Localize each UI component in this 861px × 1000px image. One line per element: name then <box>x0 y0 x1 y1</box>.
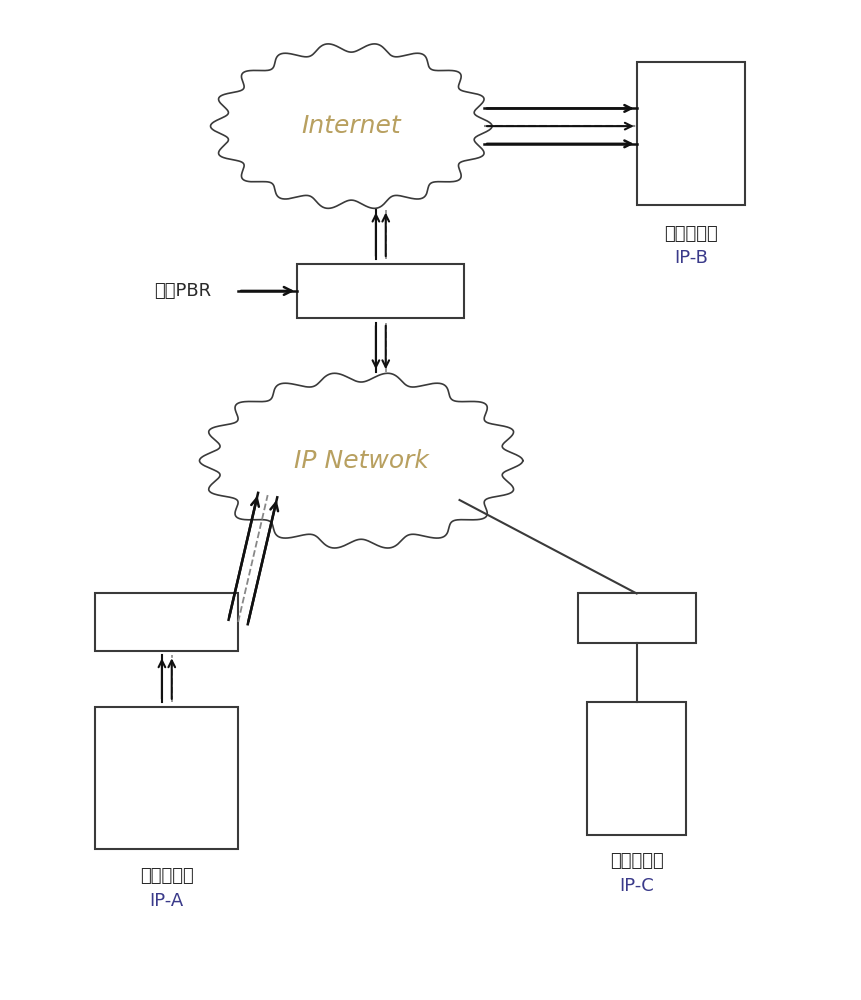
Bar <box>577 593 695 643</box>
Text: IP-A: IP-A <box>150 892 183 910</box>
Text: Internet: Internet <box>301 114 400 138</box>
Text: 公网服务器: 公网服务器 <box>663 225 717 243</box>
Text: 公网服务器: 公网服务器 <box>609 852 663 870</box>
Text: IP Network: IP Network <box>294 449 428 473</box>
Text: 配置PBR: 配置PBR <box>154 282 212 300</box>
Text: IP-B: IP-B <box>673 249 707 267</box>
Bar <box>297 264 464 318</box>
Bar <box>636 62 744 205</box>
Polygon shape <box>199 373 522 548</box>
Bar <box>96 593 238 651</box>
Text: 公网服务器: 公网服务器 <box>139 867 194 885</box>
Polygon shape <box>210 44 492 208</box>
Bar <box>586 702 685 835</box>
Bar <box>96 707 238 849</box>
Text: IP-C: IP-C <box>618 877 653 895</box>
